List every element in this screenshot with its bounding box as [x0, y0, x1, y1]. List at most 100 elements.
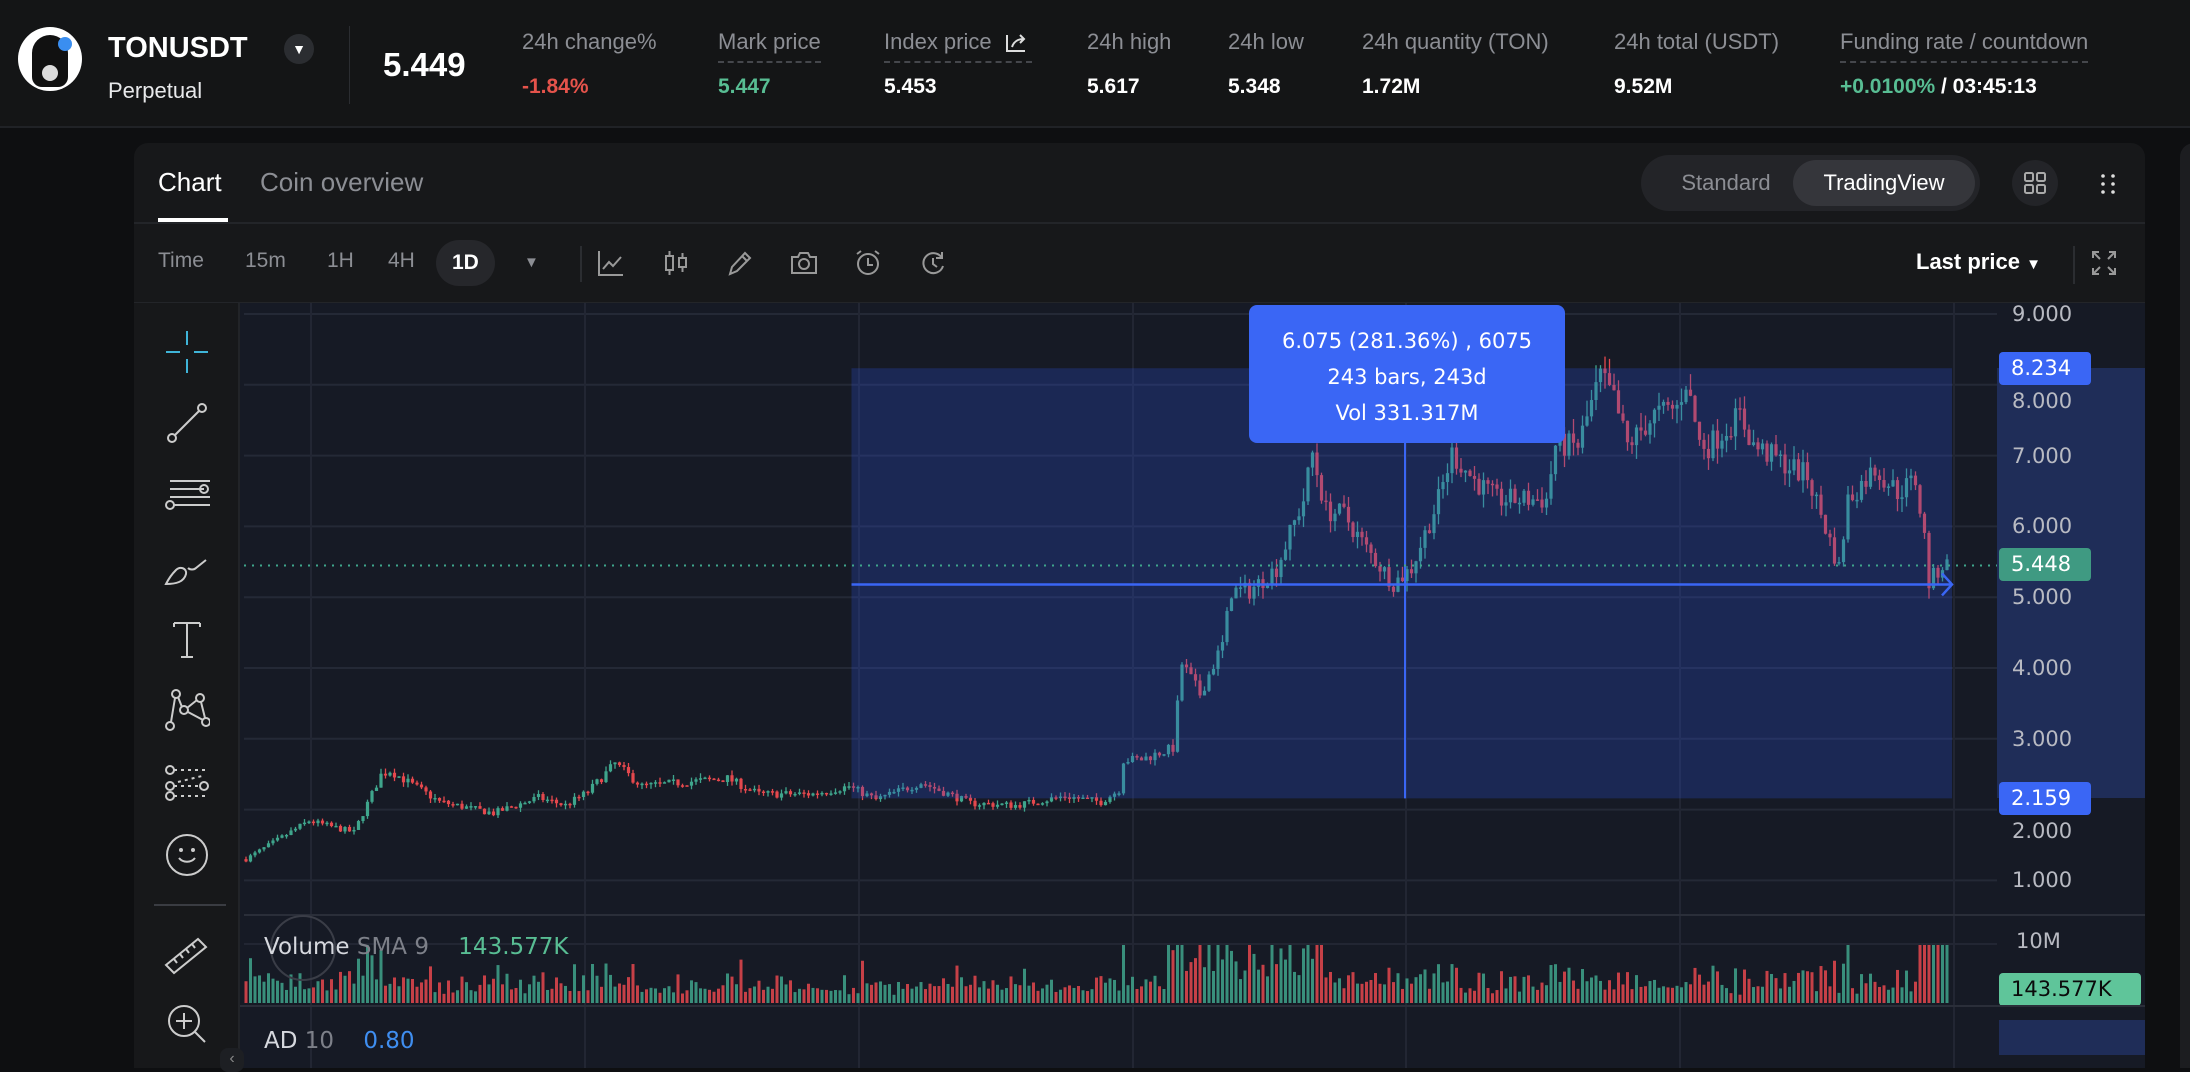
candle-body — [1729, 436, 1733, 438]
volume-bar — [1162, 988, 1166, 1003]
volume-bar — [1306, 945, 1310, 1003]
trend-line-icon[interactable] — [164, 400, 210, 446]
volume-bar — [645, 989, 648, 1003]
crosshair-icon[interactable] — [164, 329, 210, 375]
candle-body — [572, 796, 577, 805]
candle-body — [446, 800, 451, 805]
tab-chart[interactable]: Chart — [158, 167, 222, 197]
pencil-icon[interactable] — [725, 248, 755, 278]
volume-bar — [1801, 970, 1805, 1003]
stat-label-index-price[interactable]: Index price — [884, 29, 1032, 63]
layout-grid-icon[interactable] — [2012, 160, 2058, 206]
volume-bar — [762, 989, 765, 1003]
volume-bar — [1284, 959, 1287, 1003]
candle-body — [1805, 462, 1810, 481]
interval-4h[interactable]: 4H — [388, 249, 415, 272]
volume-bar — [1932, 945, 1935, 1003]
volume-legend[interactable]: Volume SMA 9 143.577K — [264, 934, 569, 960]
indicator-icon[interactable] — [596, 248, 626, 278]
volume-bar — [1635, 975, 1638, 1003]
volume-bar — [973, 975, 977, 1003]
volume-bar — [537, 981, 540, 1003]
drag-handle-icon[interactable] — [2098, 172, 2118, 196]
candle-body — [1081, 797, 1085, 800]
interval-1d[interactable]: 1D — [436, 240, 495, 286]
candle-body — [1346, 506, 1351, 523]
pattern-icon[interactable] — [164, 688, 210, 734]
interval-dropdown-icon[interactable]: ▼ — [524, 254, 539, 271]
ad-legend[interactable]: AD 10 0.80 — [264, 1028, 415, 1054]
volume-bar — [447, 980, 450, 1003]
volume-bar — [262, 981, 266, 1003]
candle-body — [455, 803, 460, 806]
chart-area[interactable] — [240, 303, 2145, 1068]
candle-body — [856, 786, 860, 789]
emoji-icon[interactable] — [164, 832, 210, 878]
alarm-icon[interactable] — [853, 248, 883, 278]
volume-bar — [1482, 973, 1485, 1003]
candle-body — [1895, 480, 1900, 500]
candle-body — [325, 822, 329, 825]
symbol-name[interactable]: TONUSDT — [108, 32, 248, 64]
toggle-tradingview[interactable]: TradingView — [1793, 160, 1975, 206]
candle-body — [1522, 490, 1526, 503]
price-tick: 3.000 — [2012, 726, 2073, 751]
volume-bar — [739, 959, 743, 1003]
volume-bar — [1576, 988, 1580, 1003]
external-link-icon[interactable] — [1004, 31, 1030, 55]
fib-lines-icon[interactable] — [164, 473, 210, 519]
volume-bar — [1387, 967, 1391, 1003]
brush-icon[interactable] — [164, 546, 210, 592]
candle-body — [1112, 793, 1117, 797]
volume-bar — [595, 975, 599, 1003]
toggle-standard[interactable]: Standard — [1681, 170, 1771, 195]
candle-body — [752, 788, 757, 791]
candle-body — [689, 781, 694, 786]
interval-15m[interactable]: 15m — [245, 249, 286, 272]
interval-1h[interactable]: 1H — [327, 249, 354, 272]
camera-icon[interactable] — [789, 248, 819, 278]
candle-body — [1283, 549, 1288, 560]
ruler-icon[interactable] — [164, 931, 210, 977]
symbol-dropdown-icon[interactable]: ▼ — [284, 34, 314, 64]
candle-body — [937, 788, 941, 791]
candle-body — [370, 791, 374, 802]
volume-bar — [388, 983, 392, 1003]
fullscreen-icon[interactable] — [2091, 250, 2117, 276]
volume-bar — [1018, 985, 1022, 1003]
candle-body — [1936, 567, 1940, 578]
candle-body — [271, 840, 275, 844]
volume-bar — [325, 990, 329, 1003]
volume-bar — [685, 990, 689, 1003]
time-button[interactable]: Time — [158, 249, 204, 272]
prediction-icon[interactable] — [164, 762, 210, 808]
candle-body — [1450, 447, 1454, 474]
volume-bar — [1522, 976, 1526, 1003]
volume-bar — [775, 975, 779, 1003]
candle-type-icon[interactable] — [661, 248, 691, 278]
volume-bar — [370, 955, 374, 1003]
candle-body — [1715, 430, 1720, 449]
text-icon[interactable] — [164, 617, 210, 663]
stat-label-funding-rate[interactable]: Funding rate / countdown — [1840, 29, 2089, 63]
tab-coin-overview[interactable]: Coin overview — [260, 167, 424, 197]
candle-body — [1738, 408, 1742, 410]
volume-bar — [307, 988, 311, 1003]
volume-bar — [1567, 967, 1571, 1003]
candle-body — [1823, 514, 1828, 534]
candle-body — [1319, 475, 1324, 501]
candle-body — [257, 849, 262, 853]
zoom-in-icon[interactable] — [164, 1001, 210, 1047]
replay-icon[interactable] — [918, 248, 948, 278]
candle-body — [1436, 489, 1441, 515]
volume-bar — [1527, 975, 1530, 1003]
stat-label-mark-price[interactable]: Mark price — [718, 29, 821, 63]
collapse-toolbar-icon[interactable]: ‹ — [220, 1048, 244, 1072]
pane-divider[interactable] — [240, 1005, 2145, 1007]
price-source-select[interactable]: Last price ▼ — [1916, 249, 2041, 275]
candle-body — [1085, 797, 1090, 800]
candle-body — [1054, 797, 1058, 799]
volume-bar — [726, 973, 729, 1003]
volume-bar — [1536, 989, 1539, 1003]
